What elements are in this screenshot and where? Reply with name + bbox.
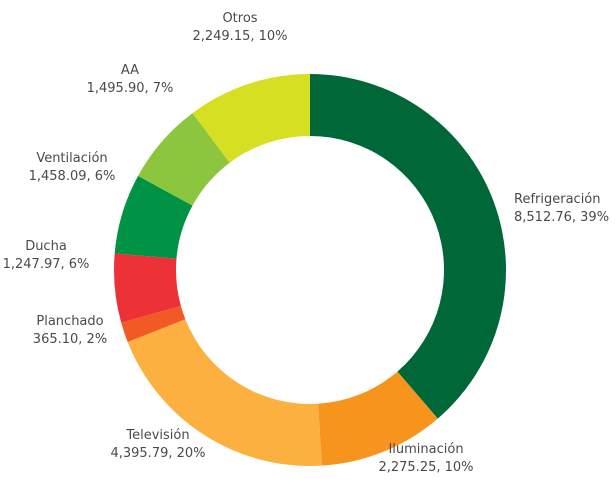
slice-category-label: Iluminación <box>388 442 463 457</box>
slice-category-label: Refrigeración <box>514 192 601 207</box>
slice-value-label: 4,395.79, 20% <box>110 446 205 461</box>
chart-labels: Refrigeración 8,512.76, 39% Iluminación 2,2… <box>3 11 609 475</box>
slice-category-label: Ducha <box>25 239 67 254</box>
slice-category-label: Otros <box>222 11 257 26</box>
slice-label-aa: AA 1,495.90, 7% <box>87 63 174 96</box>
slice-planchado <box>121 305 186 342</box>
slice-category-label: Planchado <box>36 314 103 329</box>
slice-value-label: 2,275.25, 10% <box>378 460 473 475</box>
slice-ventilacion <box>114 175 193 259</box>
slice-category-label: AA <box>121 63 139 78</box>
slice-value-label: 365.10, 2% <box>33 332 107 347</box>
slice-value-label: 1,247.97, 6% <box>3 257 90 272</box>
slice-label-refrigeracion: Refrigeración 8,512.76, 39% <box>514 192 609 225</box>
slice-value-label: 2,249.15, 10% <box>192 29 287 44</box>
slice-refrigeracion <box>310 74 506 419</box>
slice-value-label: 8,512.76, 39% <box>514 210 609 225</box>
slice-value-label: 1,458.09, 6% <box>29 169 116 184</box>
slice-otros <box>192 74 310 163</box>
slice-iluminacion <box>318 371 438 466</box>
slice-label-iluminacion: Iluminación 2,275.25, 10% <box>378 442 473 475</box>
slice-aa <box>138 113 230 206</box>
chart-slices <box>113 74 506 466</box>
slice-label-ducha: Ducha 1,247.97, 6% <box>3 239 90 272</box>
slice-category-label: Televisión <box>125 428 189 443</box>
slice-label-television: Televisión 4,395.79, 20% <box>110 428 205 461</box>
slice-label-otros: Otros 2,249.15, 10% <box>192 11 287 44</box>
slice-label-ventilacion: Ventilación 1,458.09, 6% <box>29 151 116 184</box>
slice-category-label: Ventilación <box>36 151 107 166</box>
slice-label-planchado: Planchado 365.10, 2% <box>33 314 107 347</box>
slice-ducha <box>113 253 181 323</box>
slice-television <box>127 319 322 466</box>
slice-value-label: 1,495.90, 7% <box>87 81 174 96</box>
